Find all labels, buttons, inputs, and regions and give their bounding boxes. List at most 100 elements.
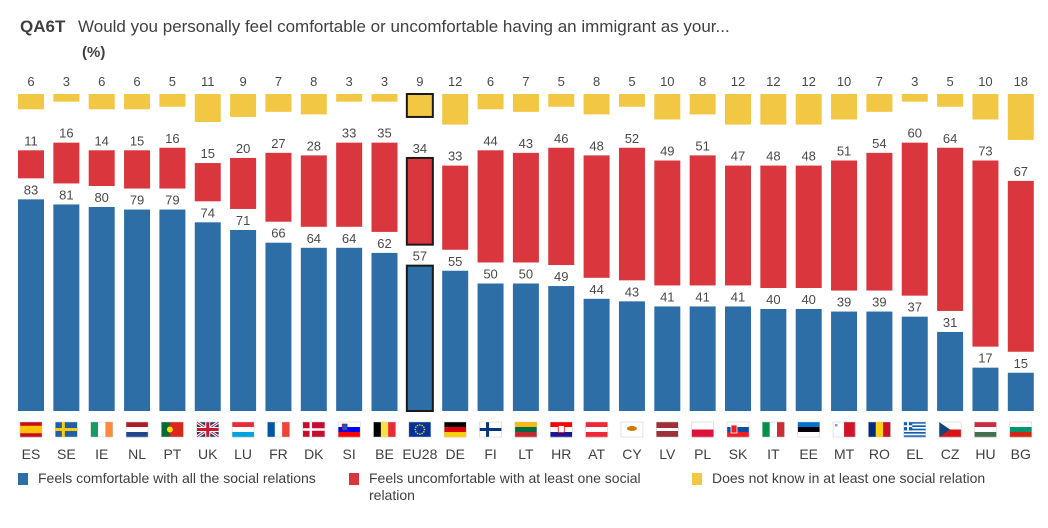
label-uncomfortable-uk: 15 [201,146,215,161]
flag-stripe [727,432,749,438]
bar-comfortable-si [336,247,363,411]
flag-stripe [20,429,42,434]
category-label-uk: UK [198,446,218,462]
category-label-de: DE [445,446,464,462]
bar-comfortable-eu28 [405,264,434,412]
label-dont-know-pl: 8 [699,74,706,89]
bar-dont-know-lt [512,94,539,112]
label-comfortable-at: 44 [589,282,603,297]
category-label-hu: HU [975,446,995,462]
label-comfortable-fr: 66 [271,226,285,241]
bar-comfortable-uk [194,222,221,411]
label-comfortable-ie: 80 [94,190,108,205]
bar-comfortable-el [901,316,928,411]
label-uncomfortable-be: 35 [377,126,391,141]
flag-emblem [341,423,348,431]
flag-stripe [903,425,926,428]
category-label-se: SE [57,446,76,462]
bar-uncomfortable-it [760,165,787,288]
bar-dont-know-lv [654,94,681,120]
bar-comfortable-hr [548,286,575,411]
category-label-dk: DK [304,446,324,462]
flag-france-icon [267,421,290,438]
flag-ireland-icon [90,421,113,438]
flag-stripe [282,422,290,437]
label-comfortable-cy: 43 [625,284,639,299]
label-dont-know-lt: 7 [522,74,529,89]
flag-star [421,432,423,435]
flag-stripe [20,422,42,427]
bar-comfortable-hu [972,367,999,411]
flag-cross [61,422,65,437]
label-dont-know-sk: 12 [731,74,745,89]
flag-stripe [903,435,926,438]
category-label-cy: CY [622,446,642,462]
flag-stripe [868,422,877,437]
category-label-es: ES [22,446,41,462]
flag-luxembourg-icon [231,421,255,438]
label-comfortable-it: 40 [766,292,780,307]
label-dont-know-pt: 5 [169,74,176,89]
label-comfortable-eu28: 57 [413,249,427,264]
flag-stripe [585,432,608,438]
category-label-at: AT [588,446,605,462]
flag-stripe [727,427,749,433]
bar-uncomfortable-mt [831,160,858,291]
flag-bulgaria-icon [1009,421,1033,438]
bar-comfortable-bg [1007,372,1034,411]
flag-stripe [1009,427,1032,433]
category-label-pl: PL [694,446,711,462]
flag-stripe [373,422,382,437]
bar-uncomfortable-hr [548,147,575,266]
flag-stripe [550,422,573,428]
bar-comfortable-fi [477,283,504,411]
flag-united-kingdom-icon [196,421,219,438]
bar-dont-know-se [53,94,80,102]
label-dont-know-el: 3 [911,74,918,89]
flag-stripe [903,432,926,434]
flag-stripe [903,433,926,436]
bar-uncomfortable-nl [124,150,151,189]
label-comfortable-si: 64 [342,231,356,246]
flag-stripe [388,422,396,437]
flag-stripe [514,422,537,428]
bar-uncomfortable-fr [265,152,292,222]
flag-stripe [126,432,149,438]
category-label-sk: SK [729,446,748,462]
flag-emblem [835,424,838,427]
label-uncomfortable-mt: 51 [837,144,851,159]
bar-comfortable-lt [512,283,539,411]
flag-cross [479,428,502,431]
label-comfortable-lt: 50 [519,267,533,282]
category-label-ee: EE [799,446,818,462]
label-dont-know-fi: 6 [487,74,494,89]
legend-label-comfortable: Feels comfortable with all the social re… [38,470,316,486]
label-dont-know-bg: 18 [1014,74,1028,89]
flag-malta-icon [832,421,856,438]
flag-stripe [903,423,926,426]
label-uncomfortable-ee: 48 [801,149,815,164]
label-dont-know-ie: 6 [98,74,105,89]
flag-stripe [883,422,891,437]
flag-stripe [875,422,884,437]
bar-uncomfortable-lv [654,160,681,286]
flag-stripe [338,432,361,438]
category-label-fi: FI [484,446,496,462]
category-label-lt: LT [518,446,534,462]
flag-stripe [797,427,820,433]
bar-dont-know-at [583,94,610,115]
bar-uncomfortable-sk [725,165,751,286]
flag-star [416,432,419,435]
flag-lithuania-icon [514,421,538,438]
legend-label-dont-know: Does not know in at least one social rel… [712,470,986,486]
flag-stripe [797,422,820,428]
flag-stripe [90,422,99,437]
label-dont-know-lv: 10 [660,74,674,89]
label-dont-know-es: 6 [27,74,34,89]
flag-germany-icon [443,421,467,438]
category-label-ro: RO [869,446,890,462]
flag-cross [302,428,325,431]
flag-croatia-icon [550,421,573,438]
label-uncomfortable-ie: 14 [94,133,108,148]
label-comfortable-nl: 79 [130,193,144,208]
